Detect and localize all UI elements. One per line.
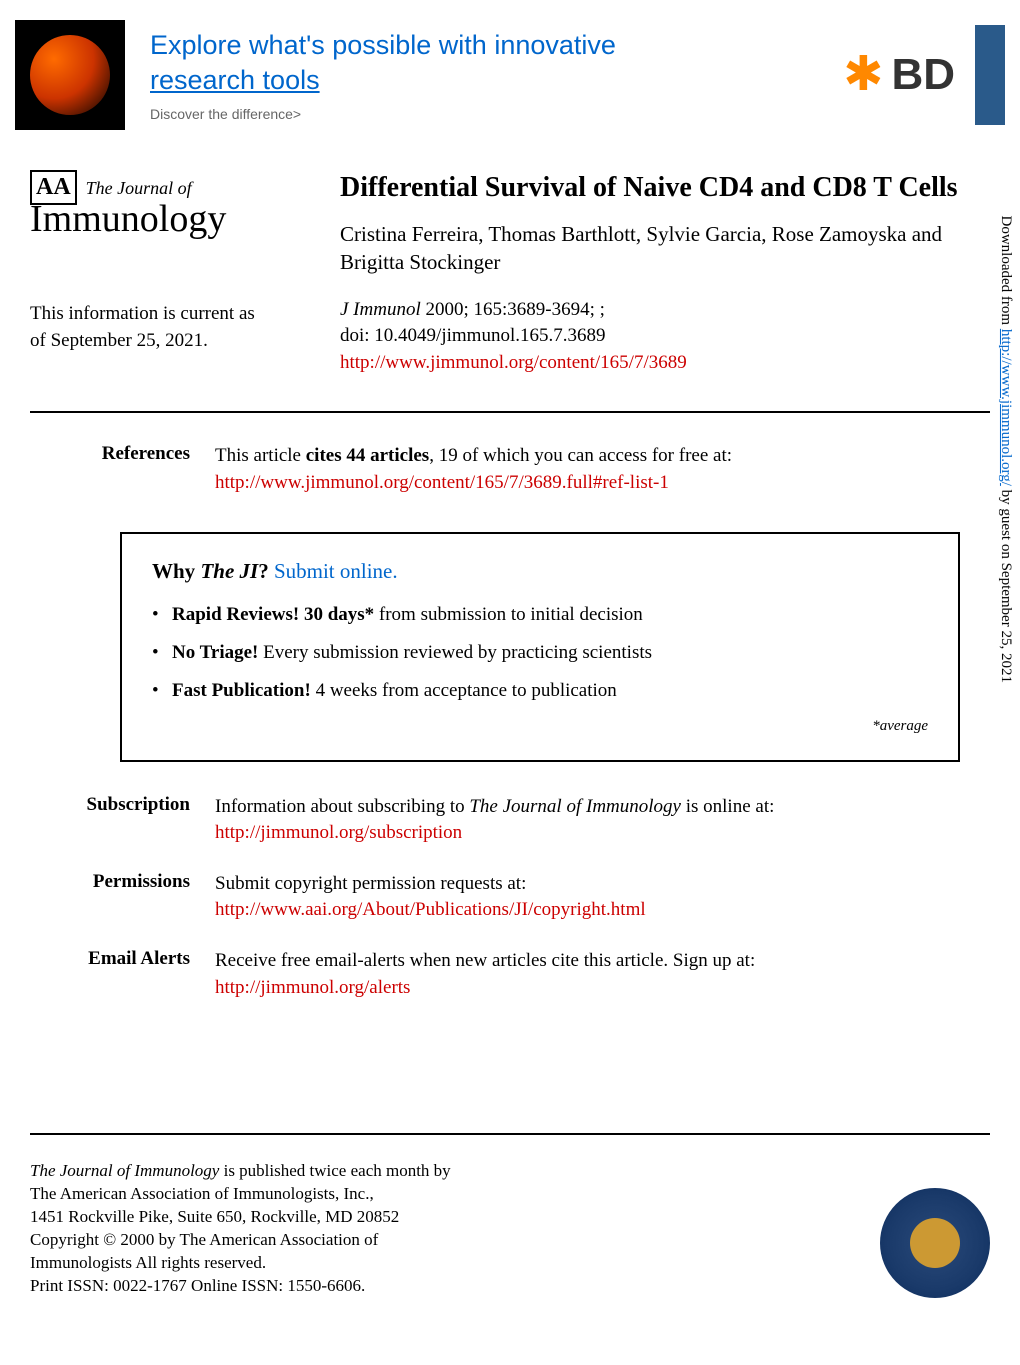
- sidebar-link[interactable]: http://www.jimmunol.org/: [998, 328, 1014, 485]
- download-sidebar: Downloaded from http://www.jimmunol.org/…: [997, 215, 1014, 682]
- article-info: Differential Survival of Naive CD4 and C…: [340, 170, 990, 376]
- banner-title: Explore what's possible with innovative …: [150, 28, 823, 98]
- ji-text: The JI: [200, 559, 258, 583]
- why-item1-rest: from submission to initial decision: [374, 604, 643, 625]
- journal-name: Immunology: [30, 197, 310, 241]
- references-link[interactable]: http://www.jimmunol.org/content/165/7/36…: [215, 472, 669, 493]
- subscription-text1: Information about subscribing to: [215, 796, 469, 817]
- banner-text-container: Explore what's possible with innovative …: [125, 28, 823, 122]
- permissions-label: Permissions: [30, 871, 190, 924]
- promo-banner[interactable]: Explore what's possible with innovative …: [0, 0, 1020, 150]
- footer-separator: [30, 1133, 990, 1135]
- references-text1: This article: [215, 445, 306, 466]
- email-alerts-row: Email Alerts Receive free email-alerts w…: [0, 936, 1020, 1013]
- article-authors: Cristina Ferreira, Thomas Barthlott, Syl…: [340, 220, 990, 277]
- why-item2-rest: Every submission reviewed by practicing …: [258, 642, 652, 663]
- subscription-label: Subscription: [30, 794, 190, 847]
- banner-subtitle: Discover the difference>: [150, 106, 823, 122]
- why-list: Rapid Reviews! 30 days* from submission …: [152, 604, 928, 702]
- why-item2-bold: No Triage!: [172, 642, 258, 663]
- journal-logo-area: AA The Journal of Immunology This inform…: [30, 170, 310, 376]
- why-text: Why: [152, 559, 200, 583]
- sidebar-text2: by guest on September 25, 2021: [998, 485, 1014, 682]
- why-item3-rest: 4 weeks from acceptance to publication: [311, 680, 617, 701]
- permissions-link[interactable]: http://www.aai.org/About/Publications/JI…: [215, 899, 646, 920]
- footer-line5: Immunologists All rights reserved.: [30, 1253, 266, 1272]
- email-alerts-link[interactable]: http://jimmunol.org/alerts: [215, 977, 410, 998]
- references-bold: cites 44 articles: [306, 445, 429, 466]
- email-alerts-text: Receive free email-alerts when new artic…: [215, 950, 755, 971]
- current-info-line2: of September 25, 2021.: [30, 330, 208, 351]
- bd-symbol-icon: ✱: [843, 51, 883, 99]
- references-text2: , 19 of which you can access for free at…: [429, 445, 732, 466]
- bd-text: BD: [891, 50, 955, 100]
- why-ji-box: Why The JI? Submit online. Rapid Reviews…: [120, 532, 960, 762]
- bd-accent-bar: [975, 25, 1005, 125]
- references-content: This article cites 44 articles, 19 of wh…: [215, 443, 990, 496]
- footer-line1-rest: is published twice each month by: [219, 1161, 450, 1180]
- references-label: References: [30, 443, 190, 496]
- question-mark: ?: [258, 559, 274, 583]
- article-title: Differential Survival of Naive CD4 and C…: [340, 170, 990, 205]
- sidebar-text1: Downloaded from: [998, 215, 1014, 328]
- citation: J Immunol 2000; 165:3689-3694; ; doi: 10…: [340, 297, 990, 377]
- footer-line3: 1451 Rockville Pike, Suite 650, Rockvill…: [30, 1207, 399, 1226]
- header-section: AA The Journal of Immunology This inform…: [0, 150, 1020, 396]
- subscription-row: Subscription Information about subscribi…: [0, 782, 1020, 859]
- citation-journal: J Immunol: [340, 299, 421, 320]
- email-alerts-content: Receive free email-alerts when new artic…: [215, 948, 990, 1001]
- permissions-row: Permissions Submit copyright permission …: [0, 859, 1020, 936]
- email-alerts-label: Email Alerts: [30, 948, 190, 1001]
- why-footnote: *average: [152, 718, 928, 735]
- permissions-content: Submit copyright permission requests at:…: [215, 871, 990, 924]
- banner-graphic: [15, 20, 125, 130]
- why-footnote-text: average: [880, 718, 928, 734]
- subscription-link[interactable]: http://jimmunol.org/subscription: [215, 822, 462, 843]
- why-item-2: No Triage! Every submission reviewed by …: [152, 642, 928, 664]
- why-ji-title: Why The JI? Submit online.: [152, 559, 928, 584]
- footer-line4: Copyright © 2000 by The American Associa…: [30, 1230, 378, 1249]
- footer-line2: The American Association of Immunologist…: [30, 1184, 374, 1203]
- citation-year-pages: 2000; 165:3689-3694; ;: [421, 299, 605, 320]
- bd-logo: ✱ BD: [823, 25, 975, 125]
- why-item-1: Rapid Reviews! 30 days* from submission …: [152, 604, 928, 626]
- subscription-content: Information about subscribing to The Jou…: [215, 794, 990, 847]
- permissions-text: Submit copyright permission requests at:: [215, 873, 526, 894]
- article-url-link[interactable]: http://www.jimmunol.org/content/165/7/36…: [340, 352, 687, 373]
- footer-line1-italic: The Journal of Immunology: [30, 1161, 219, 1180]
- aai-seal-icon: [880, 1188, 990, 1298]
- current-info: This information is current as of Septem…: [30, 301, 310, 354]
- subscription-italic: The Journal of Immunology: [469, 796, 681, 817]
- banner-title-link[interactable]: research tools: [150, 65, 320, 95]
- footer-text: The Journal of Immunology is published t…: [30, 1160, 451, 1298]
- why-item-3: Fast Publication! 4 weeks from acceptanc…: [152, 680, 928, 702]
- why-item3-bold: Fast Publication!: [172, 680, 311, 701]
- citation-doi: doi: 10.4049/jimmunol.165.7.3689: [340, 325, 605, 346]
- footer-line6: Print ISSN: 0022-1767 Online ISSN: 1550-…: [30, 1276, 365, 1295]
- journal-label: The Journal of: [86, 178, 192, 198]
- footer-section: The Journal of Immunology is published t…: [0, 1150, 1020, 1328]
- current-info-line1: This information is current as: [30, 303, 255, 324]
- banner-title-line1: Explore what's possible with innovative: [150, 30, 616, 60]
- separator-1: [30, 411, 990, 413]
- subscription-text2: is online at:: [681, 796, 774, 817]
- why-item1-bold: Rapid Reviews! 30 days*: [172, 604, 374, 625]
- journal-logo: AA The Journal of Immunology: [30, 170, 310, 241]
- references-row: References This article cites 44 article…: [0, 428, 1020, 511]
- submit-online-link[interactable]: Submit online.: [274, 559, 398, 583]
- bd-logo-container: ✱ BD: [823, 25, 1005, 125]
